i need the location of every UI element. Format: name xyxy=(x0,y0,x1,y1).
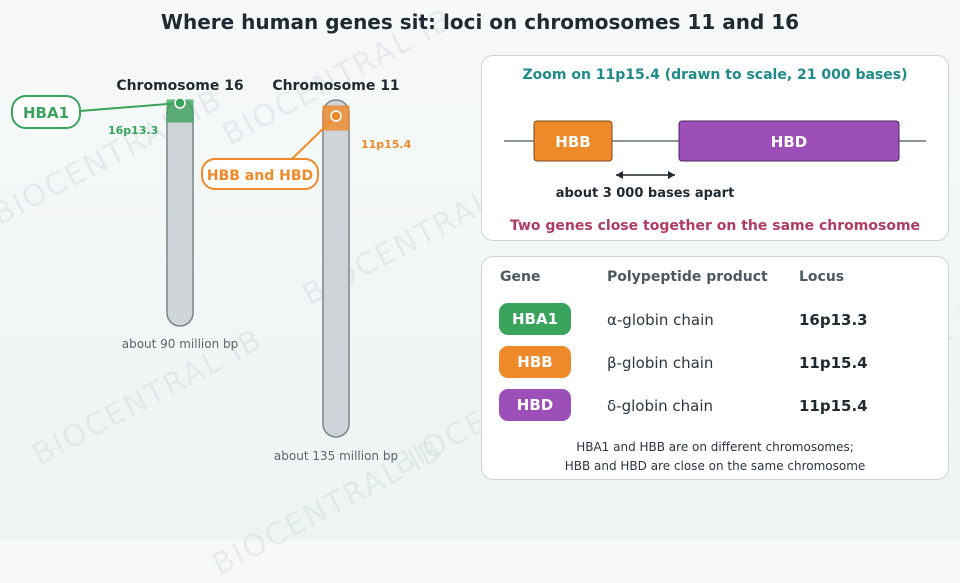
hbb-hbd-locus-band xyxy=(322,105,350,131)
product-cell: β-globin chain xyxy=(607,354,714,372)
hba1-callout-label: HBA1 xyxy=(23,104,69,122)
table-note: HBA1 and HBB are on different chromosome… xyxy=(482,438,948,476)
hbb-gene-box xyxy=(533,120,613,162)
chromosome-16-title: Chromosome 16 xyxy=(116,78,243,94)
chromosome-11 xyxy=(322,99,350,438)
chromosome-16 xyxy=(166,99,194,327)
gene-badge-hbb: HBB xyxy=(499,346,571,378)
locus-cell: 11p15.4 xyxy=(799,397,868,415)
table-header-gene: Gene xyxy=(500,269,541,285)
chromosome-11-locus-label: 11p15.4 xyxy=(361,138,412,151)
hba1-leader-line xyxy=(79,102,181,112)
chromosome-16-locus-label: 16p13.3 xyxy=(108,124,158,137)
chromosome-11-size-label: about 135 million bp xyxy=(274,449,398,463)
hba1-callout-box xyxy=(11,95,81,129)
gene-table-panel: Gene Polypeptide product Locus HBA1 α-gl… xyxy=(481,256,949,480)
zoom-panel: HBB HBD about 3 000 bases apart Zoom on … xyxy=(481,55,949,241)
product-cell: α-globin chain xyxy=(607,311,714,329)
table-header-locus: Locus xyxy=(799,269,845,285)
gap-label: about 3 000 bases apart xyxy=(556,186,735,201)
table-note-line: HBA1 and HBB are on different chromosome… xyxy=(576,440,854,454)
gene-badge-hbd: HBD xyxy=(499,389,571,421)
hbd-gene-label: HBD xyxy=(771,133,807,151)
hbb-hbd-callout-box xyxy=(201,158,319,190)
zoom-title: Zoom on 11p15.4 (drawn to scale, 21 000 … xyxy=(522,67,908,83)
gap-arrow-head-left xyxy=(616,171,623,179)
hbb-hbd-callout-label: HBB and HBD xyxy=(207,168,313,184)
hbb-hbd-leader-line xyxy=(291,115,337,160)
chromosome-diagram: Chromosome 16 16p13.3 about 90 million b… xyxy=(11,78,412,463)
gap-arrow-head-right xyxy=(668,171,675,179)
chromosome-16-size-label: about 90 million bp xyxy=(122,337,239,351)
product-cell: δ-globin chain xyxy=(607,397,714,415)
locus-cell: 16p13.3 xyxy=(799,311,868,329)
locus-cell: 11p15.4 xyxy=(799,354,868,372)
table-header-product: Polypeptide product xyxy=(607,269,768,285)
hbb-gene-label: HBB xyxy=(555,133,590,151)
table-note-line: HBB and HBD are close on the same chromo… xyxy=(564,459,866,473)
gene-badge-hba1: HBA1 xyxy=(499,303,571,335)
zoom-gene-map: HBB HBD about 3 000 bases apart xyxy=(504,120,926,201)
hbb-hbd-marker xyxy=(330,110,342,122)
chromosome-11-title: Chromosome 11 xyxy=(272,78,399,94)
hbd-gene-box xyxy=(678,120,900,162)
page-title: Where human genes sit: loci on chromosom… xyxy=(160,10,800,34)
zoom-caption: Two genes close together on the same chr… xyxy=(509,218,921,234)
hba1-marker xyxy=(174,97,186,109)
